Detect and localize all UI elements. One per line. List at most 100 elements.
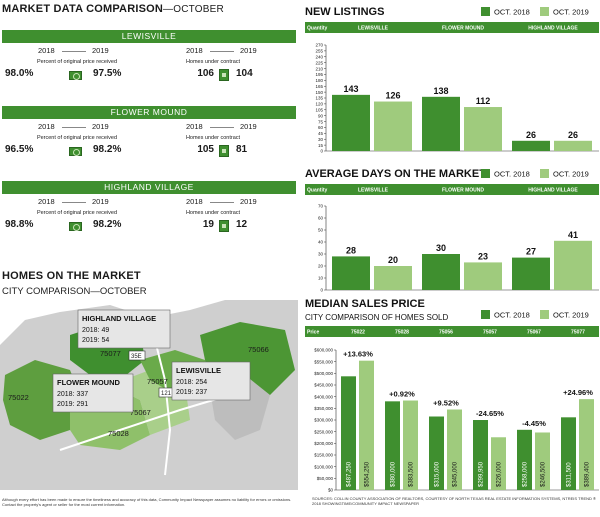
bar-2019 [491,437,506,490]
bar-value-label: $380,000 [391,461,397,487]
callout-2018: 2018: 254 [176,379,207,386]
y-tick-label: 195 [315,72,323,77]
percent-change-label: +24.96% [563,388,593,397]
road-35e [154,339,172,476]
price-received-label: Percent of original price received [36,135,118,141]
bar-value-label: 27 [526,247,536,257]
y-tick-label: 165 [315,84,323,89]
category-label: 75057 [483,330,497,336]
percent-change-label: +9.52% [433,399,459,408]
year-2018-label: 2018 [38,46,55,55]
chart-header-label: Price [307,330,319,336]
y-tick-label: $300,000 [314,418,333,423]
map-labels: 7502275028750677507775057750567506635E12… [8,309,269,438]
house-sign-icon [219,220,229,232]
y-tick-label: 120 [315,102,323,107]
category-label: 75022 [351,330,365,336]
contract-2018-value: 19 [202,219,214,230]
zip-label: 75022 [8,393,29,402]
y-tick-label: 50 [318,228,324,233]
road-121 [59,394,231,451]
year-divider [62,202,86,203]
legend-label-2019: OCT. 2019 [553,311,589,320]
y-tick-label: 30 [318,137,324,142]
legend-swatch-2019 [540,169,549,178]
bar-value-label: $315,000 [435,461,441,487]
chart-header-bar [305,22,599,33]
price-2018-value: 98.8% [5,219,34,230]
bar-2018 [341,376,356,490]
bar-value-label: 126 [385,91,400,101]
callout-2019: 2019: 237 [176,389,207,396]
homes-subtitle: CITY COMPARISON—OCTOBER [2,286,147,297]
year-2018-label: 2018 [38,122,55,131]
homes-under-contract-label: Homes under contract [185,135,241,141]
contract-2019-value: 81 [236,144,248,155]
legend-swatch-2019 [540,7,549,16]
category-label: 75067 [527,330,541,336]
legend-swatch-2018 [481,7,490,16]
bar-2018 [429,416,444,490]
legend-label-2018: OCT. 2018 [494,8,530,17]
bar-2018 [332,94,370,151]
dollar-icon [69,147,82,156]
year-divider [62,51,86,52]
y-tick-label: 10 [318,276,324,281]
y-tick-label: 255 [315,49,323,54]
category-label: 75056 [439,330,453,336]
year-2019-label: 2019 [240,122,257,131]
category-label: HIGHLAND VILLAGE [528,188,578,194]
y-tick-label: 45 [318,131,324,136]
bar-value-label: 26 [526,130,536,140]
legend-swatch-2019 [540,310,549,319]
y-tick-label: $0 [328,488,334,493]
bar-2019 [403,400,418,490]
chart-header-bar [305,326,599,337]
price-2019-value: 97.5% [93,68,122,79]
category-label: FLOWER MOUND [442,26,484,32]
category-label: 75077 [571,330,585,336]
bar-2018 [473,420,488,490]
category-label: FLOWER MOUND [442,188,484,194]
y-tick-label: 210 [315,66,323,71]
bar-value-label: 138 [433,86,448,96]
market-title-text: MARKET DATA COMPARISON [2,3,164,15]
bar-2018 [512,257,550,290]
bar-2018 [385,401,400,490]
percent-change-label: -24.65% [476,409,504,418]
bar-value-label: $226,000 [497,461,503,487]
y-tick-label: $400,000 [314,394,333,399]
house-sign-icon [219,145,229,157]
category-label: HIGHLAND VILLAGE [528,26,578,32]
price-2019-value: 98.2% [93,219,122,230]
bar-2019 [359,360,374,490]
contract-2019-value: 12 [236,219,248,230]
chart-header-label: Quantity [307,188,327,194]
disclaimer: Although every effort has been made to e… [2,497,292,507]
legend-label-2019: OCT. 2019 [553,170,589,179]
bar-value-label: 112 [476,96,491,106]
road-35e-label: 35E [131,354,142,360]
bar-2019 [447,409,462,490]
y-tick-label: 40 [318,240,324,245]
year-2018-label: 2018 [38,197,55,206]
chart-title: AVERAGE DAYS ON THE MARKET [305,168,486,180]
y-tick-label: $600,000 [314,348,333,353]
price-received-label: Percent of original price received [36,59,118,65]
bar-value-label: $311,500 [567,462,573,487]
y-tick-label: 60 [318,216,324,221]
house-sign-icon [219,69,229,81]
bar-2019 [554,240,592,290]
callout-box [77,309,171,349]
price-2019-value: 98.2% [93,144,122,155]
bar-2019 [579,399,594,490]
category-label: LEWISVILLE [358,188,389,194]
y-tick-label: 150 [315,90,323,95]
callout-2019: 2019: 54 [82,337,109,344]
chart-title: NEW LISTINGS [305,6,384,18]
year-2019-label: 2019 [240,197,257,206]
bar-value-label: $299,950 [479,461,485,487]
category-label: LEWISVILLE [358,26,389,32]
callout-2018: 2018: 337 [57,391,88,398]
bar-value-label: $246,500 [541,461,547,487]
